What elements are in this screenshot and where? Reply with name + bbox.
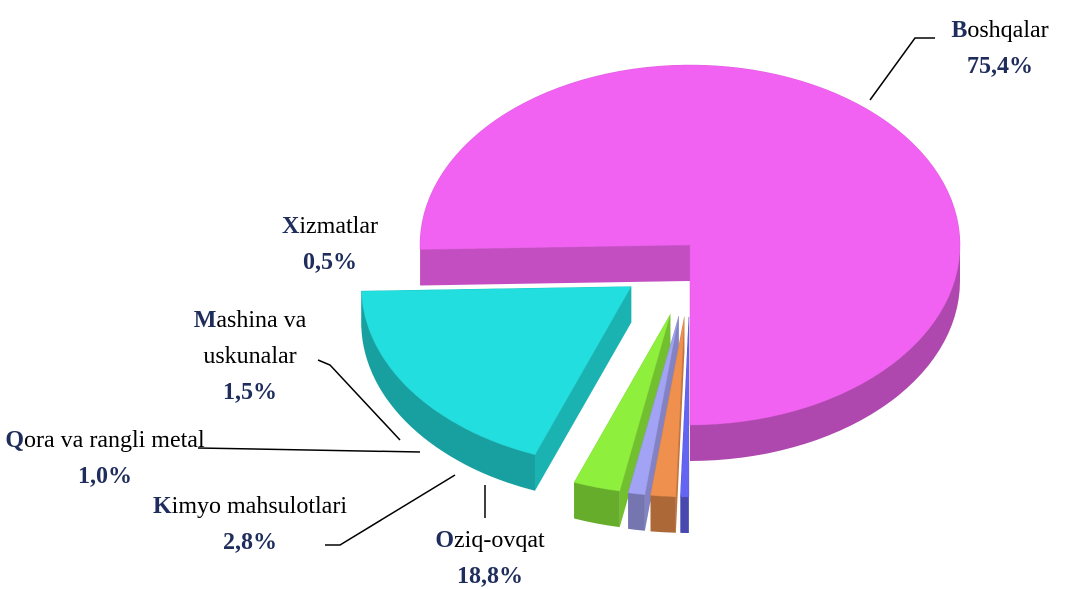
value-label: 18,8% (457, 563, 523, 589)
value-label: 75,4% (967, 53, 1033, 79)
slice (650, 316, 685, 497)
slice-label: Boshqalar 75,4% (900, 12, 1067, 84)
slice (419, 64, 961, 426)
slice-side (680, 496, 689, 533)
slice (680, 316, 690, 498)
leader-lines (197, 37, 935, 546)
category-name: Qora va rangli metal (5, 427, 205, 453)
leader-line (197, 447, 421, 453)
slice (573, 314, 671, 492)
leader-line (869, 37, 935, 101)
slice-label: Xizmatlar 0,5% (230, 208, 430, 280)
category-name: Oziq-ovqat (435, 527, 545, 553)
slice-side (650, 495, 676, 533)
slice-side (574, 482, 620, 528)
slice-wall (420, 245, 690, 286)
leader-line (317, 359, 401, 441)
slice-wall (675, 316, 685, 533)
slice-tops (361, 64, 961, 498)
slice-label: Mashina va uskunalar 1,5% (165, 302, 335, 410)
slice-label: Qora va rangli metal 1,0% (5, 422, 205, 494)
value-label: 0,5% (303, 249, 357, 275)
category-name: Xizmatlar (282, 213, 378, 239)
slice-wall (534, 286, 632, 491)
slice-side (628, 492, 645, 531)
value-label: 1,0% (78, 463, 132, 489)
slice-label: Oziq-ovqat 18,8% (390, 522, 590, 589)
category-name: Boshqalar (951, 17, 1049, 43)
value-label: 1,5% (223, 379, 277, 405)
slice-label: Kimyo mahsulotlari 2,8% (150, 488, 350, 560)
value-label: 2,8% (223, 529, 277, 555)
slice (627, 316, 679, 495)
category-name: Mashina va uskunalar (193, 307, 307, 369)
slice (361, 286, 632, 456)
leader-line (325, 474, 456, 546)
category-name: Kimyo mahsulotlari (153, 493, 347, 519)
